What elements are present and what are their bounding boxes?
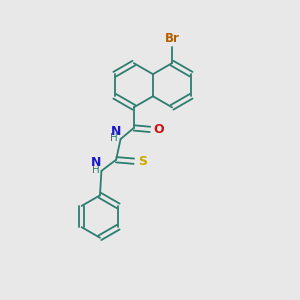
Text: Br: Br [165,32,179,45]
Text: N: N [111,124,121,138]
Text: H: H [92,165,100,175]
Text: O: O [154,123,164,136]
Text: N: N [91,155,101,169]
Text: H: H [110,133,118,143]
Text: S: S [138,155,147,168]
